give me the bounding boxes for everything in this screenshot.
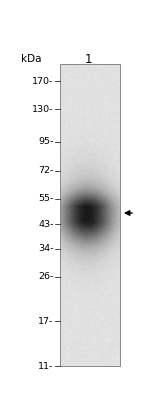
Text: 72-: 72- <box>38 166 54 175</box>
Text: 43-: 43- <box>38 220 54 229</box>
Text: 11-: 11- <box>38 362 54 371</box>
Text: 170-: 170- <box>32 77 54 86</box>
Text: 1: 1 <box>85 53 92 65</box>
Text: 130-: 130- <box>32 105 54 114</box>
Text: 17-: 17- <box>38 317 54 326</box>
Text: 26-: 26- <box>38 272 54 281</box>
Text: kDa: kDa <box>21 54 42 64</box>
Text: 34-: 34- <box>38 244 54 254</box>
Text: 95-: 95- <box>38 138 54 146</box>
Text: 55-: 55- <box>38 194 54 203</box>
